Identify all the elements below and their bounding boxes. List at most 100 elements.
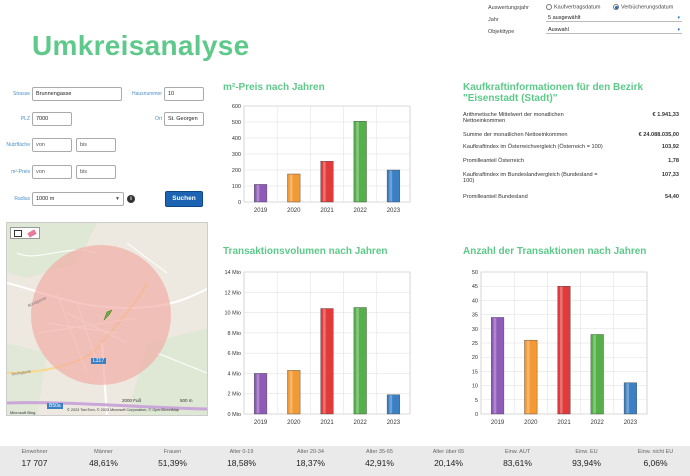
price-to-input[interactable]: bis	[76, 165, 116, 179]
house-number-input[interactable]: 10	[164, 87, 204, 101]
stat-einw-eu: Einw. EU 93,94%	[572, 449, 601, 468]
x-tick-label: 2020	[287, 208, 301, 214]
polygon-select-icon[interactable]	[14, 229, 22, 237]
x-tick-label: 2020	[524, 420, 538, 426]
y-tick-label: 300	[232, 152, 241, 158]
eraser-icon[interactable]	[27, 228, 37, 238]
count-chart-title: Anzahl der Transaktionen nach Jahren	[463, 246, 647, 257]
price-chart-title: m²-Preis nach Jahren	[223, 82, 325, 93]
bar[interactable]	[320, 161, 334, 203]
x-tick-label: 2020	[287, 420, 301, 426]
x-tick-label: 2019	[254, 420, 268, 426]
x-tick-label: 2023	[624, 420, 638, 426]
demographics-bar: Einwohner 17 707 Männer 48,61% Frauen 51,39…	[0, 446, 690, 476]
kpi-row: Promilleanteil Österreich 1,78	[463, 158, 679, 164]
bar-highlight	[389, 170, 393, 202]
bar-highlight	[356, 121, 359, 202]
y-tick-label: 6 Mio	[228, 351, 241, 357]
stat-maenner: Männer 48,61%	[89, 449, 118, 468]
object-type-label: Objekttype	[488, 29, 515, 35]
bar[interactable]	[590, 334, 604, 415]
bar[interactable]	[386, 394, 400, 415]
city-input[interactable]: St. Georgen	[164, 112, 204, 126]
location-marker-icon	[103, 309, 113, 321]
y-tick-label: 4 Mio	[228, 371, 241, 377]
map-toolbar	[10, 227, 40, 239]
map-copyright: © 2023 TomTom, © 2023 Microsoft Corporat…	[67, 408, 180, 412]
bar-highlight	[526, 340, 530, 414]
info-icon[interactable]: i	[127, 195, 135, 203]
year-basis-label: Auswertungsjahr	[488, 5, 529, 11]
stat-einw-nicht-eu: Einw. nicht EU 6,06%	[637, 449, 674, 468]
zip-input[interactable]: 7000	[32, 112, 72, 126]
y-tick-label: 25	[472, 341, 478, 347]
bar-highlight	[593, 334, 596, 414]
y-tick-label: 100	[232, 184, 241, 190]
object-type-select[interactable]: Auswahl ▾	[546, 27, 682, 34]
stat-frauen: Frauen 51,39%	[158, 449, 187, 468]
chevron-down-icon: ▼	[115, 196, 120, 202]
bar[interactable]	[287, 370, 301, 415]
year-select[interactable]: 5 ausgewählt ▾	[546, 15, 682, 22]
bar[interactable]	[287, 173, 301, 203]
y-tick-label: 12 Mio	[224, 290, 241, 296]
chevron-down-icon: ▾	[677, 15, 680, 21]
sqm-price-label: m²-Preis	[11, 169, 30, 175]
bar[interactable]	[623, 382, 637, 415]
y-tick-label: 14 Mio	[224, 270, 241, 276]
area-label: Nutzfläche	[6, 142, 30, 148]
bar[interactable]	[557, 286, 571, 415]
search-button[interactable]: Suchen	[165, 191, 203, 207]
page-title: Umkreisanalyse	[32, 30, 250, 61]
bar-highlight	[289, 174, 293, 202]
bar-highlight	[256, 184, 260, 202]
kpi-row: Summe der monatlichen Nettoeinkommen € 2…	[463, 132, 679, 138]
bar[interactable]	[353, 121, 367, 203]
volume-chart-title: Transaktionsvolumen nach Jahren	[223, 246, 388, 257]
stat-alter-ueber-65: Alter über 65 20,14%	[432, 449, 465, 468]
road-label-b50a: B50a	[47, 403, 63, 409]
x-tick-label: 2023	[387, 208, 401, 214]
x-tick-label: 2021	[320, 420, 334, 426]
x-tick-label: 2022	[591, 420, 605, 426]
x-tick-label: 2019	[491, 420, 505, 426]
radio-verbuecherungsdatum[interactable]: Verbücherungsdatum	[613, 4, 673, 10]
bar-highlight	[626, 383, 630, 414]
y-tick-label: 600	[232, 104, 241, 110]
bar[interactable]	[254, 184, 268, 203]
year-label: Jahr	[488, 17, 499, 23]
y-tick-label: 50	[472, 270, 478, 276]
bar-highlight	[389, 395, 393, 414]
stat-alter-20-34: Alter 20-34 18,37%	[296, 449, 325, 468]
price-from-input[interactable]: von	[32, 165, 72, 179]
volume-chart: 0 Mio 2 Mio 4 Mio 6 Mio 8 Mio 10 Mio 12 Mio 14 …	[224, 270, 411, 426]
y-tick-label: 200	[232, 168, 241, 174]
y-tick-label: 20	[472, 355, 478, 361]
bar-highlight	[289, 370, 293, 414]
bar[interactable]	[320, 308, 334, 415]
stat-einw-aut: Einw. AUT 83,61%	[503, 449, 532, 468]
bar[interactable]	[254, 373, 268, 415]
area-to-input[interactable]: bis	[76, 138, 116, 152]
x-tick-label: 2019	[254, 208, 268, 214]
radio-kaufvertragsdatum[interactable]: Kaufvertragsdatum	[546, 4, 600, 10]
y-tick-label: 10 Mio	[224, 311, 241, 317]
scale-label-meters: 500 m	[180, 398, 193, 403]
bar-highlight	[256, 373, 260, 414]
kpi-row: Arithmetische Mittelwert der monatlichen…	[463, 112, 679, 124]
bar[interactable]	[491, 317, 505, 415]
bar[interactable]	[353, 307, 367, 415]
map-view[interactable]: L317 B50a Bündgasse Teichgasse 2000 Fuß …	[6, 222, 208, 416]
bar[interactable]	[386, 169, 400, 203]
street-input[interactable]: Brunnengasse	[32, 87, 122, 101]
kpi-row: Promilleanteil Bundesland 54,40	[463, 194, 679, 200]
radio-icon	[546, 4, 552, 10]
area-from-input[interactable]: von	[32, 138, 72, 152]
stat-alter-0-19: Alter 0-19 18,58%	[227, 449, 256, 468]
y-tick-label: 40	[472, 298, 478, 304]
bar[interactable]	[524, 339, 538, 415]
bar-highlight	[322, 309, 326, 414]
bar-highlight	[493, 317, 497, 414]
radius-select[interactable]: 1000 m ▼	[32, 192, 124, 206]
stat-einwohner: Einwohner 17 707	[21, 449, 48, 468]
